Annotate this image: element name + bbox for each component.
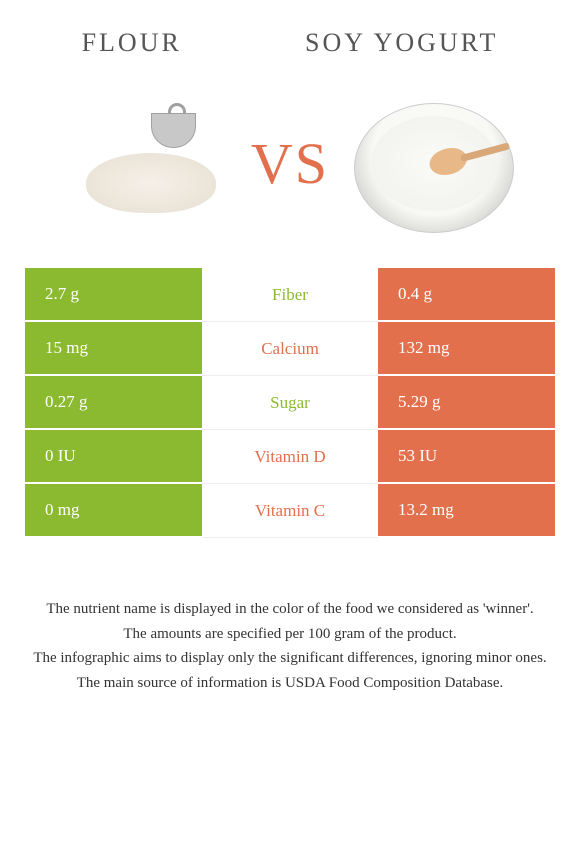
footer-line: The nutrient name is displayed in the co… [25,598,555,621]
footer-notes: The nutrient name is displayed in the co… [25,598,555,694]
table-row: 2.7 gFiber0.4 g [25,268,555,322]
yogurt-image [339,88,529,238]
nutrient-label: Vitamin D [202,430,378,484]
header: FLOUR SOY YOGURT [0,0,580,68]
left-value: 0.27 g [25,376,202,430]
table-row: 0 IUVitamin D53 IU [25,430,555,484]
right-value: 0.4 g [378,268,555,322]
vs-label: VS [251,130,329,197]
nutrient-label: Calcium [202,322,378,376]
right-value: 5.29 g [378,376,555,430]
left-value: 0 mg [25,484,202,538]
footer-line: The amounts are specified per 100 gram o… [25,623,555,646]
left-value: 0 IU [25,430,202,484]
nutrient-table: 2.7 gFiber0.4 g15 mgCalcium132 mg0.27 gS… [25,268,555,538]
left-food-title: FLOUR [82,28,182,58]
table-row: 0.27 gSugar5.29 g [25,376,555,430]
footer-line: The main source of information is USDA F… [25,672,555,695]
right-value: 132 mg [378,322,555,376]
right-value: 13.2 mg [378,484,555,538]
footer-line: The infographic aims to display only the… [25,647,555,670]
nutrient-label: Vitamin C [202,484,378,538]
right-value: 53 IU [378,430,555,484]
nutrient-label: Sugar [202,376,378,430]
images-row: VS [0,68,580,268]
right-food-title: SOY YOGURT [305,28,498,58]
table-row: 0 mgVitamin C13.2 mg [25,484,555,538]
table-row: 15 mgCalcium132 mg [25,322,555,376]
flour-image [51,88,241,238]
nutrient-label: Fiber [202,268,378,322]
left-value: 15 mg [25,322,202,376]
left-value: 2.7 g [25,268,202,322]
